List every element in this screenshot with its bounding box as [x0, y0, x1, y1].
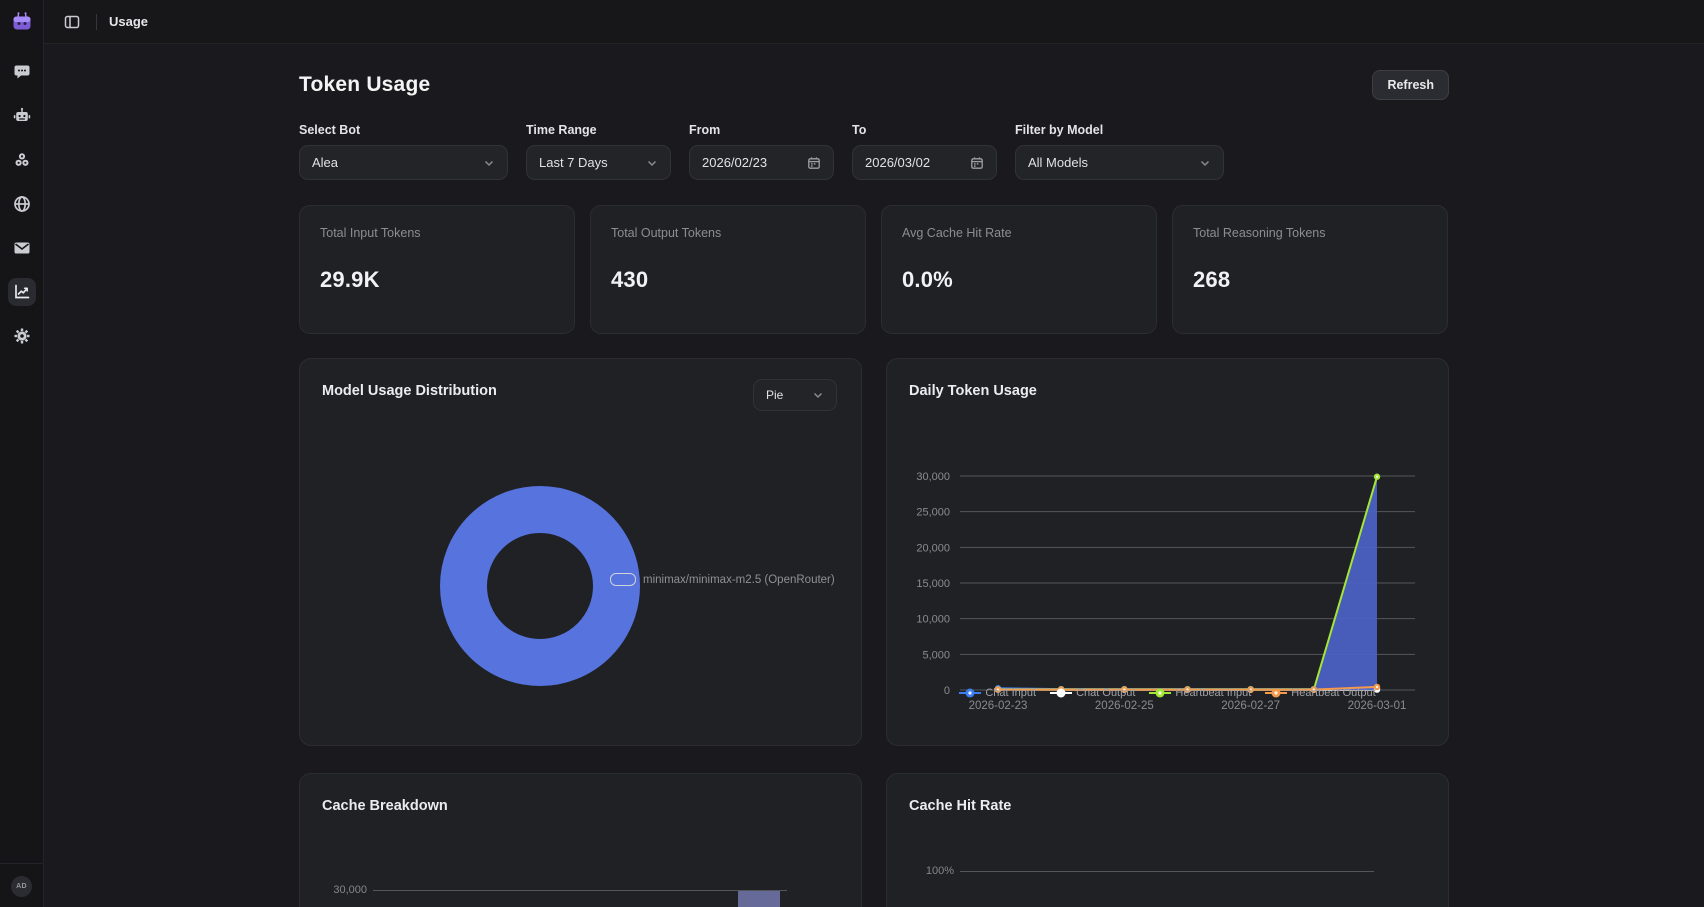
- cache-hit-rate-card: Cache Hit Rate 100% 80%: [886, 773, 1449, 907]
- y-tick-label: 100%: [925, 865, 954, 877]
- donut-chart: [430, 476, 650, 701]
- filter-model: Filter by Model All Models: [1015, 123, 1224, 180]
- sidebar-item-bots[interactable]: [8, 102, 36, 130]
- svg-text:25,000: 25,000: [916, 507, 950, 519]
- calendar-icon: [808, 156, 820, 169]
- to-date-input[interactable]: 2026/03/02: [852, 145, 997, 180]
- stats-row: Total Input Tokens 29.9K Total Output To…: [299, 205, 1449, 334]
- nodes-icon: [15, 153, 28, 166]
- globe-icon: [13, 196, 30, 212]
- sidebar-item-settings[interactable]: [8, 322, 36, 350]
- cache-breakdown-card: Cache Breakdown 30,000: [299, 773, 862, 907]
- robot-logo-icon: [13, 12, 30, 30]
- page-title: Token Usage: [299, 73, 431, 96]
- model-filter-dropdown[interactable]: All Models: [1015, 145, 1224, 180]
- svg-text:30,000: 30,000: [916, 471, 950, 483]
- legend-item: Chat Input: [959, 687, 1036, 699]
- gridline: [373, 890, 787, 891]
- sidebar-nav: [7, 58, 36, 350]
- svg-text:2026-03-01: 2026-03-01: [1348, 700, 1407, 712]
- chevron-down-icon: [813, 392, 823, 399]
- legend-item: Heartbeat Input: [1149, 687, 1251, 699]
- donut-slice[interactable]: [440, 486, 640, 686]
- stat-card-output-tokens: Total Output Tokens 430: [590, 205, 866, 334]
- select-bot-dropdown[interactable]: Alea: [299, 145, 508, 180]
- legend-item: Chat Output: [1050, 687, 1135, 699]
- chevron-down-icon: [647, 160, 657, 166]
- time-range-label: Time Range: [526, 123, 597, 137]
- svg-text:15,000: 15,000: [916, 578, 950, 590]
- gear-icon: [14, 328, 29, 344]
- chat-bubble-icon: [14, 65, 29, 79]
- daily-token-usage-card: Daily Token Usage 0 5,000 10,000 15,000 20,0…: [886, 358, 1449, 746]
- filter-select-bot: Select Bot Alea: [299, 123, 508, 180]
- user-avatar[interactable]: AD: [11, 876, 32, 897]
- topbar: Usage: [44, 0, 1704, 44]
- filters-row: Select Bot Alea Time Range Last 7 Days F…: [299, 123, 1449, 180]
- time-range-dropdown[interactable]: Last 7 Days: [526, 145, 671, 180]
- sidebar-item-integrations[interactable]: [8, 146, 36, 174]
- stat-card-reasoning-tokens: Total Reasoning Tokens 268: [1172, 205, 1448, 334]
- daily-token-usage-chart: 0 5,000 10,000 15,000 20,000 25,000 30,000 2026…: [916, 471, 1415, 712]
- svg-text:2026-02-27: 2026-02-27: [1221, 700, 1280, 712]
- panel-left-icon: [64, 15, 80, 28]
- sidebar-divider: [0, 863, 43, 864]
- envelope-icon: [14, 242, 29, 254]
- gridline: [960, 871, 1374, 872]
- sidebar-item-web[interactable]: [8, 190, 36, 218]
- filter-to-date: To 2026/03/02: [852, 123, 997, 180]
- svg-text:20,000: 20,000: [916, 542, 950, 554]
- breadcrumb: Usage: [109, 14, 149, 29]
- filter-from-date: From 2026/02/23: [689, 123, 834, 180]
- daily-chart-legend: Chat Input Chat Output Heartbeat Input Hear…: [887, 687, 1448, 699]
- chart-title: Cache Breakdown: [322, 798, 448, 814]
- svg-text:10,000: 10,000: [916, 614, 950, 626]
- chart-type-dropdown[interactable]: Pie: [753, 379, 837, 411]
- legend-swatch: [610, 573, 636, 586]
- chevron-down-icon: [484, 160, 494, 166]
- app-logo[interactable]: [0, 0, 43, 44]
- chart-line-icon: [14, 284, 29, 299]
- y-tick-label: 30,000: [333, 884, 367, 896]
- calendar-icon: [971, 156, 983, 169]
- sidebar-item-chats[interactable]: [8, 58, 36, 86]
- chart-title: Daily Token Usage: [909, 383, 1037, 399]
- stat-card-cache-hit-rate: Avg Cache Hit Rate 0.0%: [881, 205, 1157, 334]
- svg-text:2026-02-25: 2026-02-25: [1095, 700, 1154, 712]
- sidebar: AD: [0, 0, 44, 907]
- filter-time-range: Time Range Last 7 Days: [526, 123, 671, 180]
- topbar-separator: [96, 13, 97, 30]
- select-bot-label: Select Bot: [299, 123, 361, 137]
- sidebar-item-usage[interactable]: [7, 278, 36, 306]
- refresh-button[interactable]: Refresh: [1372, 70, 1449, 100]
- svg-text:2026-02-23: 2026-02-23: [969, 700, 1028, 712]
- robot-icon: [13, 107, 30, 121]
- chevron-down-icon: [1200, 160, 1210, 166]
- model-usage-distribution-card: Model Usage Distribution Pie minimax/min…: [299, 358, 862, 746]
- chart-title: Cache Hit Rate: [909, 798, 1012, 814]
- sidebar-item-mail[interactable]: [8, 234, 36, 262]
- to-label: To: [852, 123, 867, 137]
- sidebar-toggle-button[interactable]: [60, 10, 84, 34]
- model-filter-label: Filter by Model: [1015, 123, 1104, 137]
- bar-cached-tokens[interactable]: [738, 891, 780, 907]
- svg-text:5,000: 5,000: [922, 649, 950, 661]
- legend-item: Heartbeat Output: [1265, 687, 1376, 699]
- main-content: Token Usage Refresh Select Bot Alea Time…: [44, 44, 1704, 907]
- from-label: From: [689, 123, 721, 137]
- from-date-input[interactable]: 2026/02/23: [689, 145, 834, 180]
- pie-legend: minimax/minimax-m2.5 (OpenRouter): [610, 573, 835, 586]
- stat-card-input-tokens: Total Input Tokens 29.9K: [299, 205, 575, 334]
- legend-label: minimax/minimax-m2.5 (OpenRouter): [643, 573, 835, 586]
- svg-text:0: 0: [944, 685, 950, 697]
- chart-title: Model Usage Distribution: [322, 383, 497, 399]
